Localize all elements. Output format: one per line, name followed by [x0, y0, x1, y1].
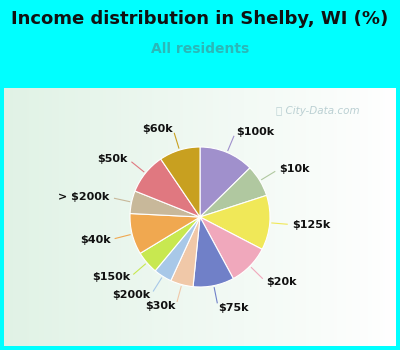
- Text: $10k: $10k: [279, 164, 310, 174]
- Wedge shape: [130, 214, 200, 253]
- Text: $200k: $200k: [113, 290, 151, 300]
- Text: $150k: $150k: [92, 272, 130, 282]
- Text: $60k: $60k: [142, 124, 173, 134]
- Wedge shape: [135, 159, 200, 217]
- Wedge shape: [161, 147, 200, 217]
- Wedge shape: [200, 217, 262, 279]
- Wedge shape: [130, 191, 200, 217]
- Text: $125k: $125k: [292, 220, 330, 230]
- Wedge shape: [200, 195, 270, 249]
- Wedge shape: [200, 168, 266, 217]
- Text: $100k: $100k: [236, 127, 274, 137]
- Text: $30k: $30k: [146, 301, 176, 311]
- Text: $20k: $20k: [266, 277, 296, 287]
- Wedge shape: [140, 217, 200, 271]
- Text: Income distribution in Shelby, WI (%): Income distribution in Shelby, WI (%): [11, 10, 389, 28]
- Text: > $200k: > $200k: [58, 192, 110, 202]
- Wedge shape: [171, 217, 200, 287]
- Text: $40k: $40k: [80, 235, 110, 245]
- Wedge shape: [193, 217, 233, 287]
- Wedge shape: [200, 147, 250, 217]
- Text: ⓘ City-Data.com: ⓘ City-Data.com: [276, 106, 360, 116]
- Wedge shape: [155, 217, 200, 281]
- Text: All residents: All residents: [151, 42, 249, 56]
- Text: $75k: $75k: [218, 303, 249, 313]
- Text: $50k: $50k: [98, 154, 128, 164]
